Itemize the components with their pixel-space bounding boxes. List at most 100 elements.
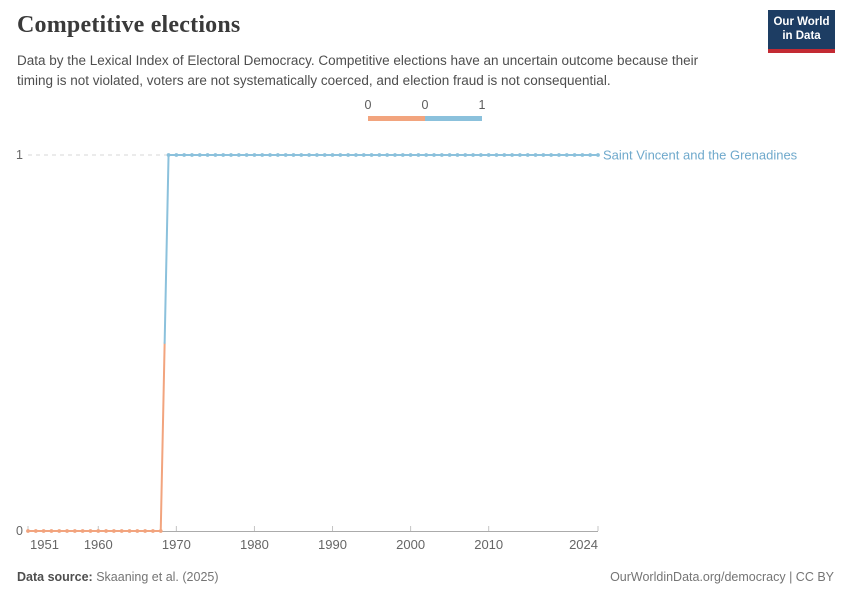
x-axis-tick-label: 2000 <box>396 537 425 552</box>
data-point-marker[interactable] <box>369 153 374 157</box>
data-point-marker[interactable] <box>221 153 226 157</box>
data-point-marker[interactable] <box>151 529 155 533</box>
data-point-marker[interactable] <box>588 153 593 157</box>
data-point-marker[interactable] <box>260 153 265 157</box>
data-point-marker[interactable] <box>541 153 546 157</box>
data-point-marker[interactable] <box>205 153 210 157</box>
data-source-label: Data source: <box>17 570 93 584</box>
color-legend-bar[interactable] <box>368 116 482 121</box>
data-point-marker[interactable] <box>119 529 124 533</box>
data-point-marker[interactable] <box>213 153 218 157</box>
data-point-marker[interactable] <box>72 529 77 533</box>
data-point-marker[interactable] <box>557 153 561 157</box>
data-point-marker[interactable] <box>572 153 577 157</box>
data-point-marker[interactable] <box>377 153 382 157</box>
data-point-marker[interactable] <box>127 529 132 533</box>
x-axis-tick-label: 1970 <box>162 537 191 552</box>
data-point-marker[interactable] <box>80 529 85 533</box>
data-point-marker[interactable] <box>96 529 101 533</box>
data-point-marker[interactable] <box>393 153 397 157</box>
data-point-marker[interactable] <box>236 153 241 157</box>
data-point-marker[interactable] <box>424 153 429 157</box>
data-point-marker[interactable] <box>26 529 30 533</box>
data-point-marker[interactable] <box>416 153 421 157</box>
y-axis-label-1: 1 <box>16 148 23 162</box>
data-point-marker[interactable] <box>174 153 179 157</box>
data-point-marker[interactable] <box>338 153 343 157</box>
data-source-note: Data source: Skaaning et al. (2025) <box>17 570 219 584</box>
data-point-marker[interactable] <box>182 153 187 157</box>
data-point-marker[interactable] <box>478 153 483 157</box>
legend-tick-label: 1 <box>478 98 486 112</box>
credit-link[interactable]: OurWorldinData.org/democracy | CC BY <box>610 570 834 584</box>
data-point-marker[interactable] <box>135 529 140 533</box>
owid-logo-accent-bar <box>768 49 835 53</box>
data-point-marker[interactable] <box>455 153 460 157</box>
data-point-marker[interactable] <box>533 153 538 157</box>
data-point-marker[interactable] <box>463 153 468 157</box>
series-name-label: Saint Vincent and the Grenadines <box>603 148 798 163</box>
data-point-marker[interactable] <box>275 153 280 157</box>
data-source-value: Skaaning et al. (2025) <box>92 570 219 584</box>
data-point-marker[interactable] <box>315 153 319 157</box>
data-point-marker[interactable] <box>432 153 436 157</box>
data-point-marker[interactable] <box>33 529 38 533</box>
data-point-marker[interactable] <box>57 529 62 533</box>
legend-bin-0[interactable] <box>368 116 425 121</box>
legend-bin-1[interactable] <box>425 116 482 121</box>
data-point-marker[interactable] <box>361 153 366 157</box>
data-point-marker[interactable] <box>580 153 585 157</box>
data-point-marker[interactable] <box>408 153 413 157</box>
data-point-marker[interactable] <box>494 153 499 157</box>
data-point-marker[interactable] <box>104 529 108 533</box>
data-point-marker[interactable] <box>518 153 522 157</box>
owid-logo-line2: in Data <box>782 30 821 42</box>
data-point-marker[interactable] <box>330 153 335 157</box>
legend-tick-label: 0 <box>421 98 429 112</box>
data-point-marker[interactable] <box>252 153 257 157</box>
data-point-marker[interactable] <box>88 529 93 533</box>
x-axis-tick-label: 2010 <box>474 537 503 552</box>
data-point-marker[interactable] <box>143 529 148 533</box>
data-point-marker[interactable] <box>111 529 116 533</box>
series-line[interactable] <box>163 154 599 344</box>
data-point-marker[interactable] <box>354 153 358 157</box>
data-point-marker[interactable] <box>385 153 390 157</box>
data-point-marker[interactable] <box>322 153 327 157</box>
data-point-marker[interactable] <box>244 153 249 157</box>
data-point-marker[interactable] <box>229 153 233 157</box>
data-point-marker[interactable] <box>510 153 515 157</box>
x-axis-tick-label: 2024 <box>569 537 598 552</box>
data-point-marker[interactable] <box>525 153 530 157</box>
series-line[interactable] <box>27 342 166 532</box>
data-point-marker[interactable] <box>291 153 296 157</box>
data-point-marker[interactable] <box>439 153 444 157</box>
data-point-marker[interactable] <box>346 153 351 157</box>
data-point-marker[interactable] <box>596 153 600 157</box>
data-point-marker[interactable] <box>65 529 69 533</box>
data-point-marker[interactable] <box>400 153 405 157</box>
data-point-marker[interactable] <box>166 153 171 157</box>
data-point-marker[interactable] <box>197 153 202 157</box>
data-point-marker[interactable] <box>549 153 554 157</box>
data-point-marker[interactable] <box>49 529 54 533</box>
data-point-marker[interactable] <box>486 153 491 157</box>
owid-logo[interactable]: Our World in Data <box>768 10 835 53</box>
data-point-marker[interactable] <box>283 153 288 157</box>
data-point-marker[interactable] <box>41 529 46 533</box>
data-point-marker[interactable] <box>307 153 311 157</box>
data-point-marker[interactable] <box>268 153 272 157</box>
owid-logo-text: Our World in Data <box>768 10 835 49</box>
data-point-marker[interactable] <box>502 153 507 157</box>
x-axis-tick-label: 1990 <box>318 537 347 552</box>
data-point-marker[interactable] <box>564 153 569 157</box>
data-point-marker[interactable] <box>299 153 304 157</box>
data-point-marker[interactable] <box>447 153 452 157</box>
data-point-marker[interactable] <box>471 153 475 157</box>
y-axis-label-0: 0 <box>16 524 23 538</box>
x-axis-tick-label: 1980 <box>240 537 269 552</box>
data-point-marker[interactable] <box>190 153 194 157</box>
data-point-marker[interactable] <box>158 529 163 533</box>
